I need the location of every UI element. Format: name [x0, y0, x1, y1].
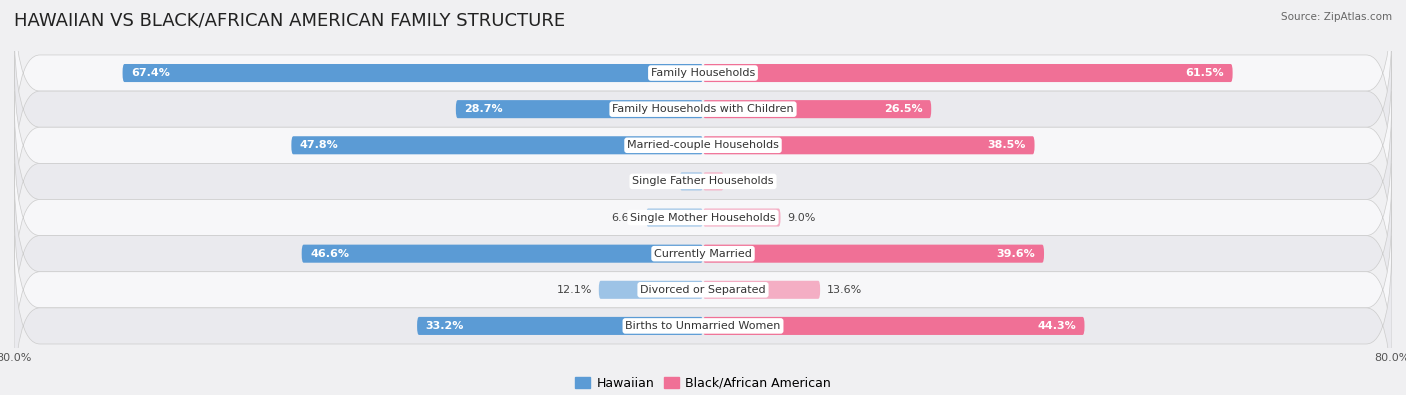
FancyBboxPatch shape [14, 199, 1392, 380]
Text: 61.5%: 61.5% [1185, 68, 1225, 78]
FancyBboxPatch shape [14, 19, 1392, 199]
FancyBboxPatch shape [599, 281, 703, 299]
Text: 13.6%: 13.6% [827, 285, 862, 295]
FancyBboxPatch shape [647, 209, 703, 227]
Text: 39.6%: 39.6% [997, 249, 1035, 259]
Text: 2.7%: 2.7% [644, 177, 673, 186]
Text: 6.6%: 6.6% [612, 213, 640, 222]
FancyBboxPatch shape [302, 245, 703, 263]
FancyBboxPatch shape [14, 55, 1392, 235]
FancyBboxPatch shape [14, 235, 1392, 395]
Text: Births to Unmarried Women: Births to Unmarried Women [626, 321, 780, 331]
Text: Divorced or Separated: Divorced or Separated [640, 285, 766, 295]
Text: Family Households: Family Households [651, 68, 755, 78]
FancyBboxPatch shape [14, 127, 1392, 308]
Text: 12.1%: 12.1% [557, 285, 592, 295]
Text: Source: ZipAtlas.com: Source: ZipAtlas.com [1281, 12, 1392, 22]
FancyBboxPatch shape [703, 64, 1233, 82]
Text: 38.5%: 38.5% [987, 140, 1026, 150]
Text: 46.6%: 46.6% [311, 249, 349, 259]
FancyBboxPatch shape [122, 64, 703, 82]
Legend: Hawaiian, Black/African American: Hawaiian, Black/African American [569, 372, 837, 395]
Text: Family Households with Children: Family Households with Children [612, 104, 794, 114]
Text: Currently Married: Currently Married [654, 249, 752, 259]
FancyBboxPatch shape [14, 0, 1392, 164]
Text: 47.8%: 47.8% [299, 140, 339, 150]
Text: HAWAIIAN VS BLACK/AFRICAN AMERICAN FAMILY STRUCTURE: HAWAIIAN VS BLACK/AFRICAN AMERICAN FAMIL… [14, 12, 565, 30]
Text: 2.4%: 2.4% [731, 177, 759, 186]
Text: 9.0%: 9.0% [787, 213, 815, 222]
Text: Single Mother Households: Single Mother Households [630, 213, 776, 222]
FancyBboxPatch shape [291, 136, 703, 154]
Text: 28.7%: 28.7% [464, 104, 503, 114]
Text: Single Father Households: Single Father Households [633, 177, 773, 186]
FancyBboxPatch shape [703, 100, 931, 118]
FancyBboxPatch shape [703, 281, 820, 299]
FancyBboxPatch shape [456, 100, 703, 118]
Text: 33.2%: 33.2% [426, 321, 464, 331]
Text: 44.3%: 44.3% [1038, 321, 1076, 331]
Text: 67.4%: 67.4% [131, 68, 170, 78]
FancyBboxPatch shape [418, 317, 703, 335]
FancyBboxPatch shape [703, 317, 1084, 335]
Text: 26.5%: 26.5% [884, 104, 922, 114]
FancyBboxPatch shape [14, 164, 1392, 344]
FancyBboxPatch shape [679, 172, 703, 190]
FancyBboxPatch shape [703, 209, 780, 227]
FancyBboxPatch shape [703, 172, 724, 190]
Text: Married-couple Households: Married-couple Households [627, 140, 779, 150]
FancyBboxPatch shape [703, 136, 1035, 154]
FancyBboxPatch shape [14, 91, 1392, 272]
FancyBboxPatch shape [703, 245, 1045, 263]
